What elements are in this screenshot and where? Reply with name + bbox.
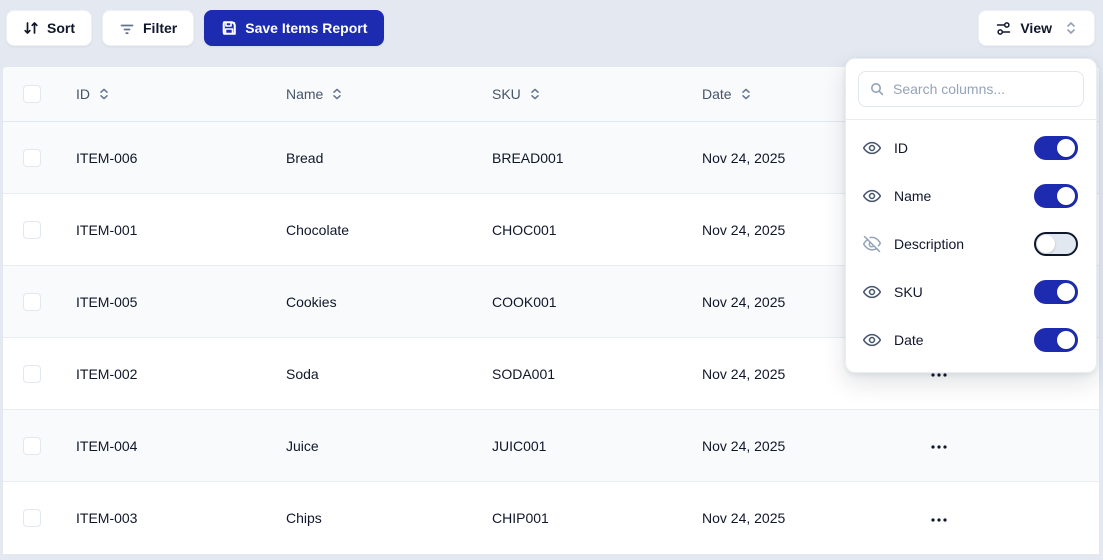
save-items-report-label: Save Items Report bbox=[245, 20, 368, 36]
cell-date: Nov 24, 2025 bbox=[702, 221, 786, 238]
row-checkbox[interactable] bbox=[22, 436, 41, 455]
filter-button[interactable]: Filter bbox=[102, 10, 195, 46]
row-actions-button[interactable] bbox=[926, 513, 952, 527]
toggle-knob bbox=[1037, 235, 1055, 253]
cell-date: Nov 24, 2025 bbox=[702, 149, 786, 166]
view-button-label: View bbox=[1020, 20, 1052, 36]
column-header-date-label: Date bbox=[702, 86, 732, 102]
eye-off-icon bbox=[862, 234, 882, 254]
cell-date: Nov 24, 2025 bbox=[702, 365, 786, 382]
cell-sku: CHIP001 bbox=[492, 510, 549, 526]
column-toggle-item[interactable]: SKU bbox=[846, 268, 1096, 316]
cell-id: ITEM-003 bbox=[76, 510, 138, 526]
column-visibility-toggle[interactable] bbox=[1034, 328, 1078, 352]
column-toggle-list: ID Name bbox=[846, 120, 1096, 372]
cell-name: Bread bbox=[286, 149, 324, 166]
table-row: ITEM-004 Juice JUIC001 Nov 24, 2025 bbox=[3, 410, 1099, 482]
cell-name: Juice bbox=[286, 437, 319, 454]
cell-date: Nov 24, 2025 bbox=[702, 293, 786, 310]
eye-icon bbox=[862, 186, 882, 206]
row-checkbox[interactable] bbox=[22, 148, 41, 167]
cell-id: ITEM-006 bbox=[76, 149, 138, 166]
view-columns-menu: ID Name bbox=[845, 58, 1097, 373]
cell-id: ITEM-005 bbox=[76, 293, 138, 310]
sort-button-label: Sort bbox=[47, 20, 75, 36]
sort-chevrons-icon bbox=[100, 88, 108, 100]
column-header-name-label: Name bbox=[286, 86, 324, 102]
column-toggle-label: Name bbox=[894, 188, 932, 204]
cell-sku: SODA001 bbox=[492, 365, 556, 382]
ellipsis-icon bbox=[931, 517, 947, 522]
cell-id: ITEM-002 bbox=[76, 365, 138, 382]
row-checkbox[interactable] bbox=[22, 220, 41, 239]
row-actions-button[interactable] bbox=[926, 368, 952, 382]
eye-icon bbox=[862, 138, 882, 158]
column-toggle-item[interactable]: Description bbox=[846, 220, 1096, 268]
cell-date: Nov 24, 2025 bbox=[702, 510, 786, 526]
toggle-knob bbox=[1057, 331, 1075, 349]
column-header-sku-label: SKU bbox=[492, 86, 521, 102]
ellipsis-icon bbox=[931, 445, 947, 449]
sort-chevrons-icon bbox=[531, 88, 539, 100]
toolbar: Sort Filter Save Items Report bbox=[6, 10, 1095, 46]
column-header-id[interactable]: ID bbox=[60, 86, 270, 102]
cell-date: Nov 24, 2025 bbox=[702, 437, 786, 454]
sort-chevrons-icon bbox=[333, 88, 342, 100]
eye-icon bbox=[862, 282, 882, 302]
filter-button-label: Filter bbox=[143, 20, 178, 36]
cell-sku: COOK001 bbox=[492, 293, 557, 310]
row-checkbox[interactable] bbox=[22, 292, 41, 311]
column-visibility-toggle[interactable] bbox=[1034, 184, 1078, 208]
search-columns-wrap bbox=[846, 59, 1096, 120]
search-icon bbox=[871, 83, 884, 96]
toggle-knob bbox=[1057, 139, 1075, 157]
sort-chevrons-icon bbox=[741, 88, 750, 100]
sort-button[interactable]: Sort bbox=[6, 10, 92, 46]
column-header-date[interactable]: Date bbox=[686, 86, 884, 102]
column-toggle-label: Date bbox=[894, 332, 924, 348]
view-button[interactable]: View bbox=[978, 10, 1095, 46]
sort-arrows-icon bbox=[23, 20, 39, 36]
toggle-knob bbox=[1057, 283, 1075, 301]
cell-sku: JUIC001 bbox=[492, 437, 547, 454]
row-actions-button[interactable] bbox=[926, 440, 952, 454]
column-header-sku[interactable]: SKU bbox=[476, 86, 686, 102]
cell-name: Cookies bbox=[286, 293, 337, 310]
ellipsis-icon bbox=[931, 373, 947, 377]
toggle-knob bbox=[1057, 187, 1075, 205]
column-visibility-toggle[interactable] bbox=[1034, 232, 1078, 256]
cell-id: ITEM-004 bbox=[76, 437, 138, 454]
column-header-name[interactable]: Name bbox=[270, 86, 476, 102]
column-header-id-label: ID bbox=[76, 86, 90, 102]
save-items-report-button[interactable]: Save Items Report bbox=[204, 10, 385, 46]
row-checkbox[interactable] bbox=[22, 509, 41, 527]
sliders-icon bbox=[995, 20, 1012, 37]
save-floppy-icon bbox=[221, 20, 237, 36]
header-checkbox-cell bbox=[3, 85, 60, 103]
filter-lines-icon bbox=[119, 20, 135, 36]
select-all-checkbox[interactable] bbox=[22, 85, 41, 103]
cell-sku: BREAD001 bbox=[492, 149, 564, 166]
column-visibility-toggle[interactable] bbox=[1034, 136, 1078, 160]
column-toggle-label: ID bbox=[894, 140, 908, 156]
table-row: ITEM-002 Soda SODA001 Nov 24, 2025 bbox=[3, 338, 1099, 410]
column-visibility-toggle[interactable] bbox=[1034, 280, 1078, 304]
table-row: ITEM-003 Chips CHIP001 Nov 24, 2025 bbox=[3, 482, 1099, 554]
column-toggle-item[interactable]: Date bbox=[846, 316, 1096, 364]
column-toggle-label: SKU bbox=[894, 284, 923, 300]
row-checkbox[interactable] bbox=[22, 364, 41, 383]
search-columns-box bbox=[858, 71, 1084, 107]
cell-name: Soda bbox=[286, 365, 319, 382]
cell-name: Chips bbox=[286, 510, 322, 526]
cell-sku: CHOC001 bbox=[492, 221, 557, 238]
cell-name: Chocolate bbox=[286, 221, 350, 238]
column-toggle-label: Description bbox=[894, 236, 965, 252]
eye-icon bbox=[862, 330, 882, 350]
cell-id: ITEM-001 bbox=[76, 221, 138, 238]
column-toggle-item[interactable]: Name bbox=[846, 172, 1096, 220]
chevron-up-down-icon bbox=[1064, 20, 1078, 36]
column-toggle-item[interactable]: ID bbox=[846, 124, 1096, 172]
search-columns-input[interactable] bbox=[893, 81, 1073, 97]
